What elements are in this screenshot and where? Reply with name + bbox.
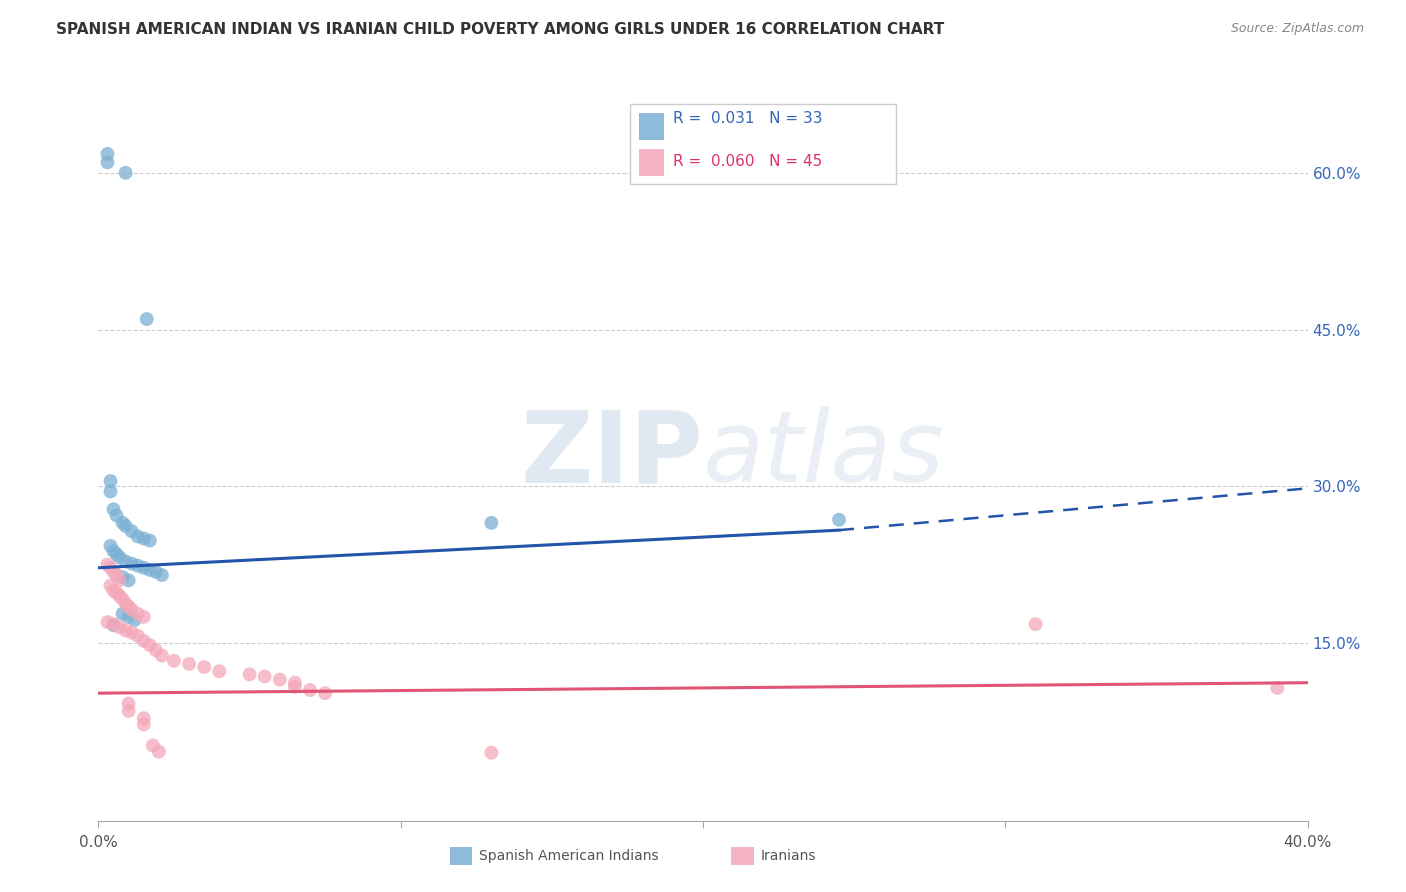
Point [118, 697, 141, 711]
Point [111, 592, 134, 607]
Point [114, 519, 136, 533]
Point [118, 574, 141, 588]
Point [208, 664, 231, 678]
Point [145, 643, 167, 657]
Point [150, 568, 173, 582]
Point [253, 669, 276, 683]
Point [114, 596, 136, 610]
Text: ZIP: ZIP [520, 407, 703, 503]
Point [103, 618, 125, 632]
Point [145, 565, 167, 579]
Point [100, 474, 122, 488]
Point [127, 529, 149, 543]
Point [96, 155, 118, 169]
Point [108, 574, 131, 588]
Point [179, 657, 201, 671]
Point [150, 648, 173, 663]
Text: R =  0.060   N = 45: R = 0.060 N = 45 [672, 154, 823, 169]
Point [114, 554, 136, 568]
Point [132, 634, 155, 648]
Point [121, 625, 143, 640]
Point [108, 620, 131, 634]
Point [100, 578, 122, 592]
Text: atlas: atlas [703, 407, 945, 503]
Point [118, 599, 141, 614]
Point [105, 508, 128, 523]
Point [1024, 617, 1046, 632]
Point [118, 610, 141, 624]
Point [114, 166, 136, 180]
Text: Source: ZipAtlas.com: Source: ZipAtlas.com [1230, 22, 1364, 36]
Point [111, 607, 134, 621]
Point [481, 516, 503, 530]
Point [103, 544, 125, 558]
Point [1267, 681, 1289, 695]
Point [139, 638, 162, 652]
Point [103, 617, 125, 632]
Point [139, 533, 162, 548]
Point [111, 516, 134, 530]
Text: SPANISH AMERICAN INDIAN VS IRANIAN CHILD POVERTY AMONG GIRLS UNDER 16 CORRELATIO: SPANISH AMERICAN INDIAN VS IRANIAN CHILD… [56, 22, 945, 37]
Point [239, 667, 262, 681]
Text: Iranians: Iranians [761, 849, 815, 863]
Point [139, 563, 162, 577]
Point [127, 629, 149, 643]
Point [118, 704, 141, 718]
Point [127, 558, 149, 573]
Point [135, 312, 157, 326]
Point [121, 557, 143, 571]
Point [100, 484, 122, 499]
Point [132, 610, 155, 624]
Point [299, 683, 322, 698]
Point [127, 607, 149, 621]
Point [103, 583, 125, 598]
Point [108, 550, 131, 565]
Point [142, 739, 165, 753]
Point [103, 502, 125, 516]
Point [103, 565, 125, 579]
Point [284, 680, 307, 694]
Point [132, 561, 155, 575]
Point [96, 147, 118, 161]
Text: Spanish American Indians: Spanish American Indians [479, 849, 659, 863]
Point [124, 613, 146, 627]
Point [269, 673, 291, 687]
Point [121, 524, 143, 539]
Point [100, 539, 122, 553]
Point [96, 558, 118, 572]
Point [105, 568, 128, 582]
Point [114, 624, 136, 638]
Point [100, 561, 122, 575]
Point [132, 532, 155, 546]
Point [481, 746, 503, 760]
Point [121, 602, 143, 616]
Point [148, 745, 170, 759]
Point [828, 513, 851, 527]
Point [132, 717, 155, 731]
Point [105, 586, 128, 600]
Point [193, 660, 215, 674]
Point [163, 654, 186, 668]
Text: R =  0.031   N = 33: R = 0.031 N = 33 [672, 111, 823, 126]
Point [284, 675, 307, 690]
Point [111, 570, 134, 584]
Point [108, 589, 131, 603]
Point [132, 711, 155, 725]
Point [105, 547, 128, 561]
Point [96, 615, 118, 629]
Point [314, 686, 336, 700]
